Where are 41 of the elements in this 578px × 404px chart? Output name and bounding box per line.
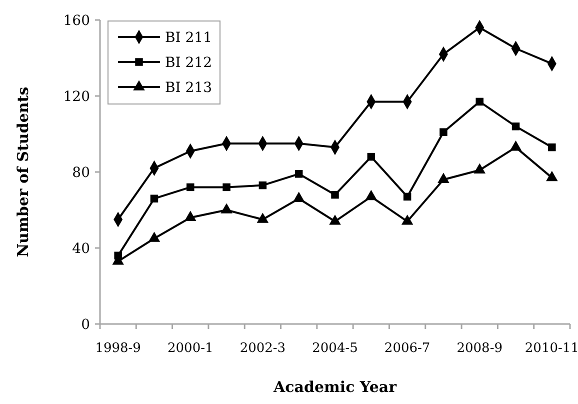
x-tick-label: 2002-3: [240, 341, 286, 356]
y-tick-label: 0: [81, 316, 90, 333]
point: [440, 128, 448, 136]
point: [258, 181, 267, 190]
point: [331, 190, 339, 199]
point: [401, 214, 414, 225]
legend-label: BI 211: [165, 30, 212, 46]
legend-label: BI 212: [165, 54, 212, 71]
point: [184, 210, 196, 221]
point: [186, 183, 194, 192]
x-tick-label: 2004-5: [312, 341, 358, 356]
y-tick-label: 160: [63, 12, 90, 29]
point: [367, 152, 376, 161]
x-tick-label: 2006-7: [384, 341, 430, 356]
point: [546, 170, 558, 182]
point: [403, 192, 412, 201]
point: [548, 143, 556, 152]
point: [474, 163, 486, 174]
point: [256, 212, 269, 223]
point: [220, 203, 232, 214]
y-tick-label: 120: [63, 88, 90, 105]
y-tick-label: 40: [72, 240, 90, 257]
point: [150, 194, 158, 202]
point: [294, 170, 303, 178]
point: [365, 190, 378, 200]
point: [292, 192, 305, 202]
point: [476, 98, 484, 106]
x-axis-title: Academic Year: [272, 378, 398, 396]
point: [438, 172, 450, 183]
point: [510, 140, 522, 151]
point: [512, 122, 520, 130]
point: [222, 183, 230, 192]
point: [148, 232, 160, 242]
legend-label: BI 213: [165, 80, 212, 96]
x-tick-label: 2000-1: [168, 341, 214, 356]
y-tick-label: 80: [72, 164, 90, 181]
x-tick-label: 2008-9: [456, 341, 502, 356]
x-tick-label: 1998-9: [95, 341, 141, 356]
x-tick-label: 2010-11: [524, 341, 578, 356]
y-axis-title: Number of Students: [14, 86, 32, 258]
point: [329, 214, 341, 225]
